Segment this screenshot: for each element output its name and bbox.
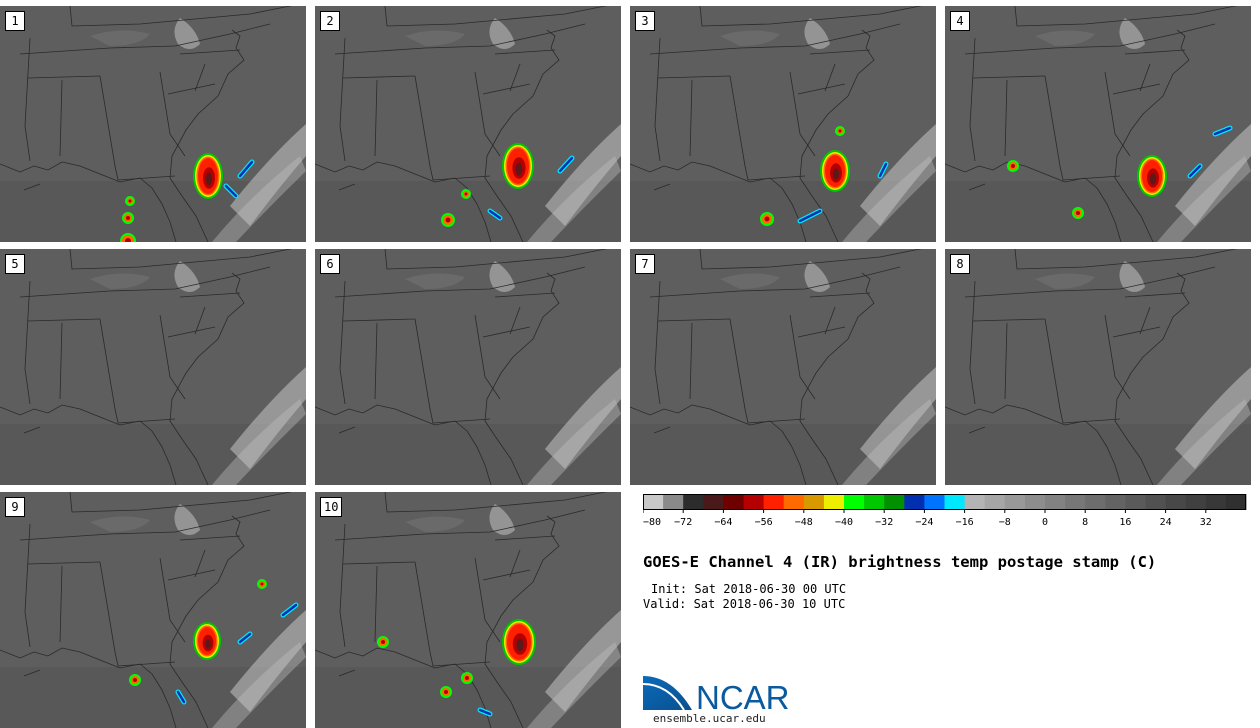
satellite-map	[0, 492, 306, 728]
legend-tick-label: −32	[875, 517, 893, 528]
legend-tick-label: −64	[714, 517, 732, 528]
legend-color-swatch	[743, 494, 764, 510]
page-title: GOES-E Channel 4 (IR) brightness temp po…	[643, 553, 1157, 571]
panel-number-label: 5	[5, 254, 25, 274]
panel-number-label: 2	[320, 11, 340, 31]
satellite-map	[0, 249, 306, 485]
legend-tick-label: −80	[643, 517, 661, 528]
init-time: Init: Sat 2018-06-30 00 UTC	[651, 582, 847, 596]
panel-number-label: 9	[5, 497, 25, 517]
panel-number-label: 8	[950, 254, 970, 274]
legend-color-swatch	[1004, 494, 1026, 510]
postage-stamp-panel: 1	[0, 6, 306, 242]
legend-color-swatch	[964, 494, 986, 510]
legend-color-swatch	[1085, 494, 1106, 510]
postage-stamp-panel: 10	[315, 492, 621, 728]
legend-color-swatch	[1065, 494, 1086, 510]
legend-color-swatch	[984, 494, 1006, 510]
panel-number-label: 3	[635, 11, 655, 31]
legend-color-swatch	[1045, 494, 1066, 510]
postage-stamp-panel: 3	[630, 6, 936, 242]
legend-color-swatch	[884, 494, 905, 510]
postage-stamp-panel: 6	[315, 249, 621, 485]
legend-tick-label: −40	[835, 517, 853, 528]
satellite-map	[945, 6, 1251, 242]
legend-color-swatch	[783, 494, 805, 510]
satellite-map	[630, 249, 936, 485]
satellite-map	[315, 6, 621, 242]
legend-color-swatch	[944, 494, 965, 510]
legend-tick-label: 8	[1082, 517, 1088, 528]
satellite-map	[0, 6, 306, 242]
panel-number-label: 7	[635, 254, 655, 274]
legend-color-swatch	[1205, 494, 1227, 510]
satellite-map	[315, 492, 621, 728]
legend-color-swatch	[1024, 494, 1046, 510]
legend-color-swatch	[1185, 494, 1207, 510]
legend-tick-label: 32	[1200, 517, 1212, 528]
legend-color-swatch	[924, 494, 945, 510]
legend-color-swatch	[1125, 494, 1146, 510]
legend-color-swatch	[683, 494, 704, 510]
legend-tick-label: −72	[674, 517, 692, 528]
site-url: ensemble.ucar.edu	[653, 712, 766, 725]
legend-tick-label: −16	[956, 517, 974, 528]
legend-color-swatch	[663, 494, 684, 510]
legend-color-swatch	[904, 494, 925, 510]
satellite-map	[315, 249, 621, 485]
postage-stamp-panel: 7	[630, 249, 936, 485]
satellite-map	[945, 249, 1251, 485]
panel-number-label: 4	[950, 11, 970, 31]
legend-tick-label: −8	[999, 517, 1011, 528]
legend-color-swatch	[703, 494, 724, 510]
legend-color-swatch	[803, 494, 825, 510]
postage-stamp-panel: 8	[945, 249, 1251, 485]
valid-time: Valid: Sat 2018-06-30 10 UTC	[643, 597, 846, 611]
legend-color-swatch	[844, 494, 865, 510]
legend-tick-label: −24	[915, 517, 933, 528]
panel-number-label: 1	[5, 11, 25, 31]
legend-color-swatch	[763, 494, 785, 510]
panel-number-label: 10	[320, 497, 343, 517]
postage-stamp-panel: 2	[315, 6, 621, 242]
legend-color-swatch	[1225, 494, 1247, 510]
panel-number-label: 6	[320, 254, 340, 274]
postage-stamp-panel: 9	[0, 492, 306, 728]
ncar-logo-text: NCAR	[696, 679, 790, 714]
legend-color-swatch	[723, 494, 744, 510]
legend-tick-label: −56	[755, 517, 773, 528]
legend-color-swatch	[1145, 494, 1166, 510]
postage-stamp-panel: 4	[945, 6, 1251, 242]
legend-color-swatch	[823, 494, 845, 510]
legend-color-swatch	[1165, 494, 1187, 510]
satellite-map	[630, 6, 936, 242]
legend-color-swatch	[864, 494, 885, 510]
legend-color-swatch	[643, 494, 664, 510]
postage-stamp-panel: 5	[0, 249, 306, 485]
legend-tick-label: 0	[1042, 517, 1048, 528]
legend-tick-label: 24	[1160, 517, 1172, 528]
ncar-logo: NCAR	[642, 676, 790, 714]
legend-tick-label: 16	[1119, 517, 1131, 528]
color-scale-legend: −80 −72 −64 −56 −48 −40 −32 −24 −16 −8 0 8 16 24 32	[643, 494, 1247, 528]
legend-color-swatch	[1105, 494, 1126, 510]
legend-tick-label: −48	[795, 517, 813, 528]
legend-border	[643, 494, 1246, 510]
